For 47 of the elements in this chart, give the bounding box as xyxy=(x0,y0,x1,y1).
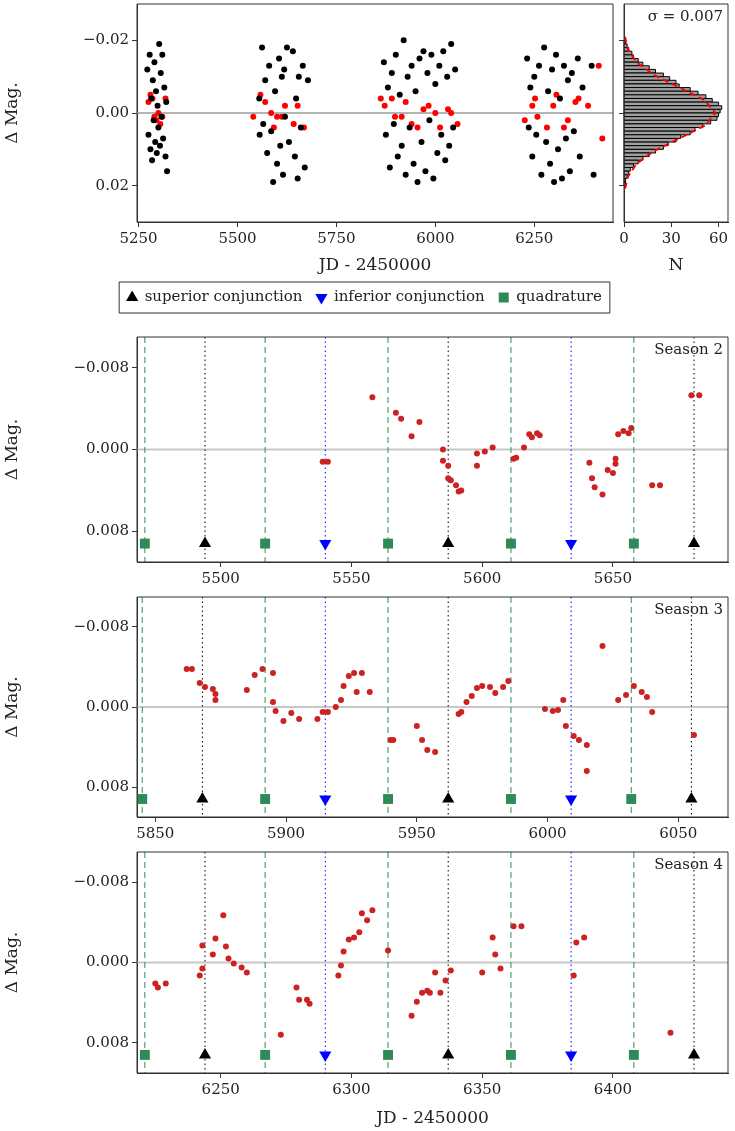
x-tick-label: 6000 xyxy=(528,823,567,842)
x-tick-label: 30 xyxy=(661,228,681,247)
x-tick-label: 5900 xyxy=(266,823,306,842)
x-axis-title: N xyxy=(668,254,684,275)
y-tick-label: 0.02 xyxy=(95,175,129,194)
annotation: Season 2 xyxy=(654,340,723,359)
y-tick-label: 0.00 xyxy=(95,102,129,121)
x-tick-label: 5850 xyxy=(136,823,175,842)
y-tick-label: 0.000 xyxy=(86,696,129,715)
x-tick-label: 6000 xyxy=(416,228,455,247)
x-tick-label: 5650 xyxy=(593,568,633,587)
legend-label: inferior conjunction xyxy=(333,287,486,306)
y-tick-label: 0.008 xyxy=(86,776,129,795)
x-tick-label: 6250 xyxy=(515,228,554,247)
x-tick-label: 5950 xyxy=(397,823,436,842)
y-tick-label: −0.008 xyxy=(73,872,129,891)
x-tick-label: 6400 xyxy=(593,1079,633,1098)
x-tick-label: 6300 xyxy=(332,1079,371,1098)
x-tick-label: 6350 xyxy=(463,1079,502,1098)
y-tick-label: 0.008 xyxy=(86,521,129,540)
y-tick-label: 0.000 xyxy=(86,952,129,971)
x-tick-label: 5600 xyxy=(463,568,502,587)
annotation: σ = 0.007 xyxy=(647,7,723,26)
x-tick-label: 6250 xyxy=(201,1079,240,1098)
x-tick-label: 0 xyxy=(619,228,629,247)
x-tick-label: 60 xyxy=(709,228,729,247)
x-tick-label: 6050 xyxy=(659,823,698,842)
x-tick-label: 5500 xyxy=(218,228,257,247)
y-tick-label: −0.02 xyxy=(83,30,129,49)
x-axis-title: JD - 2450000 xyxy=(316,254,432,275)
y-axis-title: Δ Mag. xyxy=(0,82,21,144)
y-tick-label: 0.000 xyxy=(86,439,129,458)
y-axis-title: Δ Mag. xyxy=(0,931,21,994)
legend-label: quadrature xyxy=(516,287,602,306)
y-tick-label: −0.008 xyxy=(73,616,129,635)
legend-label: superior conjunction xyxy=(144,287,303,306)
y-tick-label: 0.008 xyxy=(86,1032,129,1051)
x-axis-title: JD - 2450000 xyxy=(374,1107,489,1128)
annotation: Season 3 xyxy=(654,600,723,619)
y-axis-title: Δ Mag. xyxy=(0,676,21,738)
y-axis-title: Δ Mag. xyxy=(0,418,21,481)
x-tick-label: 5750 xyxy=(317,228,356,247)
x-tick-label: 5500 xyxy=(201,568,240,587)
annotation: Season 4 xyxy=(654,855,723,874)
x-tick-label: 5550 xyxy=(332,568,371,587)
y-tick-label: −0.008 xyxy=(73,357,129,376)
x-tick-label: 5250 xyxy=(119,228,158,247)
